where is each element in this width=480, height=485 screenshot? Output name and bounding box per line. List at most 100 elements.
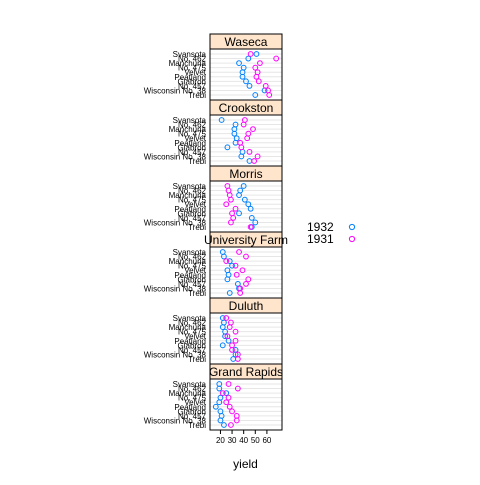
category-label: Svansota <box>173 248 207 257</box>
category-label: Peatland <box>174 205 206 214</box>
point-1931 <box>247 224 254 230</box>
point-1931 <box>229 342 235 349</box>
point-1931 <box>252 64 259 71</box>
category-label: Trebi <box>188 289 206 298</box>
category-label: Glabron <box>178 275 206 284</box>
point-1932 <box>224 267 231 274</box>
x-tick-label: 40 <box>239 436 248 445</box>
category-label: Peatland <box>174 73 206 82</box>
category-label: Manchuria <box>169 323 207 332</box>
point-1931 <box>243 280 249 287</box>
category-label: Wisconsin No. 38 <box>144 152 207 161</box>
category-label: Wisconsin No. 38 <box>144 284 207 293</box>
category-label: Glabron <box>178 209 206 218</box>
category-label: Trebi <box>188 223 206 232</box>
point-1932 <box>246 82 253 89</box>
point-1931 <box>226 403 233 410</box>
category-label: No. 462 <box>178 385 207 394</box>
point-1931 <box>241 117 248 123</box>
point-1931 <box>228 422 234 428</box>
point-1932 <box>229 262 235 269</box>
point-1932 <box>223 390 230 397</box>
category-label: Svansota <box>173 380 207 389</box>
point-1932 <box>232 121 239 128</box>
category-label: Manchuria <box>169 389 207 398</box>
category-label: Peatland <box>174 403 206 412</box>
point-1932 <box>243 78 249 85</box>
category-label: Peatland <box>174 139 206 148</box>
point-1932 <box>219 249 226 255</box>
category-label: No. 462 <box>178 121 207 130</box>
point-1932 <box>236 210 242 217</box>
category-label: Velvet <box>184 68 207 77</box>
point-1931 <box>237 285 244 292</box>
point-1931 <box>228 219 234 226</box>
point-1931 <box>224 183 231 189</box>
x-tick-label: 50 <box>251 436 260 445</box>
x-tick-label: 30 <box>228 436 237 445</box>
point-1932 <box>234 280 241 287</box>
category-label: No. 475 <box>178 328 207 337</box>
point-1932 <box>233 135 240 142</box>
point-1931 <box>225 381 232 387</box>
point-1932 <box>237 187 244 194</box>
point-1932 <box>253 51 260 57</box>
point-1931 <box>229 408 235 415</box>
point-1931 <box>251 158 258 164</box>
category-label: Svansota <box>173 50 207 59</box>
category-label: No. 457 <box>178 280 207 289</box>
strip-label: Duluth <box>229 299 264 313</box>
category-label: Trebi <box>188 355 206 364</box>
point-1931 <box>273 55 280 62</box>
point-1932 <box>217 394 224 401</box>
point-1931 <box>233 412 240 419</box>
point-1931 <box>232 205 239 212</box>
legend-marker-1932 <box>348 223 356 231</box>
point-1931 <box>232 262 239 269</box>
point-1931 <box>223 201 230 208</box>
point-1931 <box>247 51 254 57</box>
point-1931 <box>232 337 239 344</box>
point-1931 <box>254 153 261 160</box>
point-1932 <box>226 290 233 296</box>
point-1931 <box>254 69 261 76</box>
point-1931 <box>245 276 252 283</box>
category-label: Glabron <box>178 143 206 152</box>
point-1931 <box>223 315 230 321</box>
category-label: No. 475 <box>178 64 207 73</box>
point-1931 <box>236 249 242 255</box>
point-1932 <box>252 92 259 98</box>
legend-label-1932: 1932 <box>307 220 334 234</box>
category-label: Manchuria <box>169 257 207 266</box>
point-1931 <box>257 60 263 67</box>
category-label: Glabron <box>178 77 206 86</box>
point-1931 <box>234 351 241 358</box>
category-label: Trebi <box>188 91 206 100</box>
point-1931 <box>223 399 230 406</box>
point-1931 <box>262 82 269 89</box>
category-label: Glabron <box>178 407 206 416</box>
category-label: No. 475 <box>178 262 207 271</box>
panel-frame <box>209 378 283 431</box>
point-1931 <box>233 271 240 278</box>
point-1931 <box>255 78 262 85</box>
point-1931 <box>243 253 249 260</box>
category-label: No. 462 <box>178 253 207 262</box>
point-1931 <box>232 328 239 335</box>
category-label: Wisconsin No. 38 <box>144 350 207 359</box>
category-label: No. 462 <box>178 187 207 196</box>
point-1931 <box>237 139 244 146</box>
category-label: No. 457 <box>178 82 207 91</box>
category-label: Wisconsin No. 38 <box>144 416 207 425</box>
strip-label: Morris <box>229 167 262 181</box>
category-label: No. 475 <box>178 196 207 205</box>
category-label: Peatland <box>174 337 206 346</box>
point-1931 <box>223 258 230 265</box>
